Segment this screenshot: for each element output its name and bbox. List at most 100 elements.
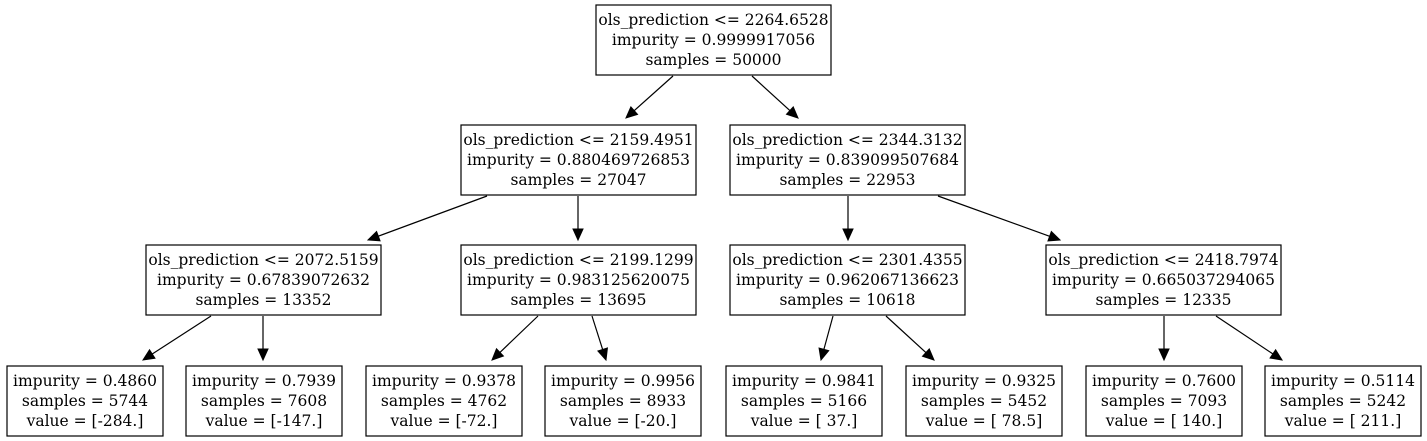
- nodes-layer: ols_prediction <= 2264.6528 impurity = 0.…: [6, 4, 1422, 437]
- arrow-head-icon: [625, 106, 639, 119]
- arrow-head-icon: [257, 348, 269, 362]
- edge-line: [885, 315, 927, 354]
- node-text-line: ols_prediction <= 2072.5159: [148, 251, 378, 269]
- node-text-line: impurity = 0.7600: [1092, 372, 1236, 390]
- node-text-line: impurity = 0.9956: [551, 372, 695, 390]
- node-text-line: impurity = 0.4860: [13, 372, 157, 390]
- node-box: [905, 365, 1063, 437]
- node-box: [729, 124, 966, 196]
- node-text-line: impurity = 0.9378: [372, 372, 516, 390]
- edge-n5-n12: [885, 315, 935, 361]
- node-text-line: samples = 27047: [510, 171, 646, 189]
- edge-n3-n8: [257, 316, 269, 362]
- arrow-head-icon: [1047, 230, 1062, 242]
- node-box: [460, 244, 697, 316]
- node-text-line: value = [-284.]: [26, 412, 144, 430]
- node-text-line: samples = 13695: [510, 291, 646, 309]
- tree-node-n5: ols_prediction <= 2301.4355 impurity = 0.…: [729, 244, 966, 316]
- edge-line: [151, 315, 212, 355]
- node-box: [145, 244, 382, 316]
- tree-node-n10: impurity = 0.9956 samples = 8933 value = […: [544, 365, 702, 437]
- edge-line: [937, 195, 1050, 237]
- node-text-line: impurity = 0.962067136623: [736, 271, 959, 289]
- node-text-line: value = [-72.]: [390, 412, 498, 430]
- node-box: [729, 244, 966, 316]
- edge-line: [823, 315, 834, 350]
- node-text-line: value = [-20.]: [569, 412, 677, 430]
- node-text-line: value = [ 211.]: [1284, 412, 1402, 430]
- arrow-head-icon: [921, 347, 935, 361]
- tree-node-n11: impurity = 0.9841 samples = 5166 value = […: [725, 365, 883, 437]
- node-text-line: value = [ 140.]: [1105, 412, 1223, 430]
- node-text-line: samples = 8933: [560, 392, 686, 410]
- arrow-head-icon: [818, 347, 830, 362]
- arrow-head-icon: [842, 228, 854, 242]
- edge-n2-n6: [937, 195, 1062, 242]
- node-text-line: samples = 5744: [22, 392, 148, 410]
- node-text-line: samples = 7608: [201, 392, 327, 410]
- edges-layer: [141, 75, 1284, 362]
- node-text-line: samples = 7093: [1101, 392, 1227, 410]
- arrow-head-icon: [366, 230, 381, 242]
- node-box: [595, 4, 832, 76]
- edge-n4-n10: [591, 315, 609, 362]
- node-box: [725, 365, 883, 437]
- node-text-line: samples = 22953: [779, 171, 915, 189]
- node-box: [365, 365, 523, 437]
- node-text-line: ols_prediction <= 2301.4355: [732, 251, 962, 269]
- edge-n6-n13: [1158, 316, 1170, 362]
- node-text-line: ols_prediction <= 2159.4951: [463, 131, 693, 149]
- edge-line: [499, 315, 539, 353]
- arrow-head-icon: [1158, 348, 1170, 362]
- node-box: [185, 365, 343, 437]
- node-box: [6, 365, 164, 437]
- tree-node-n1: ols_prediction <= 2159.4951 impurity = 0.…: [460, 124, 697, 196]
- node-text-line: ols_prediction <= 2418.7974: [1048, 251, 1278, 269]
- edge-n5-n11: [818, 315, 834, 362]
- edge-n0-n2: [751, 75, 799, 119]
- edge-n1-n3: [366, 195, 488, 242]
- node-text-line: samples = 5452: [921, 392, 1047, 410]
- node-text-line: samples = 5166: [741, 392, 867, 410]
- node-text-line: value = [ 78.5]: [925, 412, 1043, 430]
- arrow-head-icon: [491, 347, 505, 361]
- tree-node-n4: ols_prediction <= 2199.1299 impurity = 0.…: [460, 244, 697, 316]
- tree-node-n2: ols_prediction <= 2344.3132 impurity = 0.…: [729, 124, 966, 196]
- tree-node-n13: impurity = 0.7600 samples = 7093 value = […: [1085, 365, 1243, 437]
- node-box: [544, 365, 702, 437]
- node-text-line: samples = 4762: [381, 392, 507, 410]
- node-text-line: impurity = 0.9999917056: [612, 31, 815, 49]
- edge-n2-n5: [842, 196, 854, 242]
- arrow-head-icon: [141, 348, 156, 361]
- node-text-line: value = [-147.]: [205, 412, 323, 430]
- edge-line: [378, 195, 488, 237]
- node-text-line: samples = 12335: [1095, 291, 1231, 309]
- arrow-head-icon: [785, 105, 799, 119]
- arrow-head-icon: [597, 347, 609, 362]
- node-text-line: impurity = 0.880469726853: [467, 151, 690, 169]
- node-box: [1045, 244, 1282, 316]
- node-text-line: samples = 10618: [779, 291, 915, 309]
- node-text-line: impurity = 0.7939: [192, 372, 336, 390]
- edge-n3-n7: [141, 315, 212, 361]
- node-text-line: samples = 50000: [645, 51, 781, 69]
- tree-node-n8: impurity = 0.7939 samples = 7608 value = […: [185, 365, 343, 437]
- edge-n4-n9: [491, 315, 539, 361]
- node-text-line: impurity = 0.5114: [1271, 372, 1415, 390]
- edge-line: [751, 75, 791, 112]
- node-text-line: impurity = 0.665037294065: [1052, 271, 1275, 289]
- node-box: [1264, 365, 1422, 437]
- edge-n1-n4: [572, 196, 584, 242]
- node-text-line: samples = 5242: [1280, 392, 1406, 410]
- tree-node-n0: ols_prediction <= 2264.6528 impurity = 0.…: [595, 4, 832, 76]
- node-box: [1085, 365, 1243, 437]
- arrow-head-icon: [1269, 348, 1284, 361]
- node-text-line: impurity = 0.9325: [912, 372, 1056, 390]
- tree-node-n7: impurity = 0.4860 samples = 5744 value = […: [6, 365, 164, 437]
- tree-node-n14: impurity = 0.5114 samples = 5242 value = […: [1264, 365, 1422, 437]
- node-text-line: ols_prediction <= 2199.1299: [463, 251, 693, 269]
- node-text-line: value = [ 37.]: [750, 412, 858, 430]
- node-box: [460, 124, 697, 196]
- tree-node-n9: impurity = 0.9378 samples = 4762 value = […: [365, 365, 523, 437]
